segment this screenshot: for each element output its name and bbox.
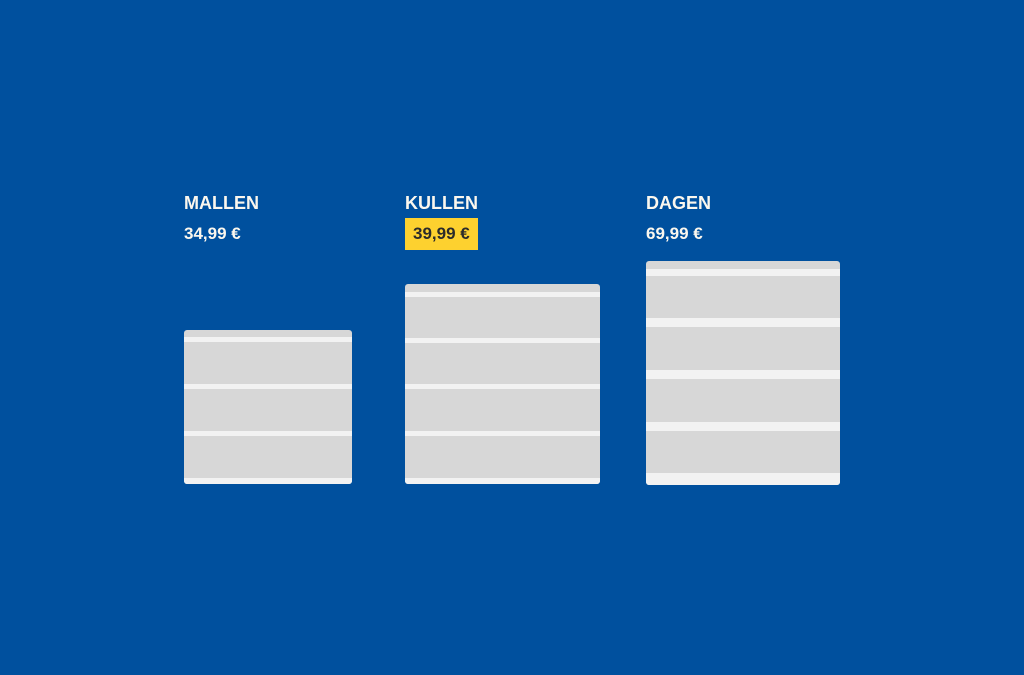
product-price: 69,99 € (646, 224, 703, 243)
dresser-illustration (646, 261, 840, 485)
product-name: KULLEN (405, 193, 478, 213)
product-price: 34,99 € (184, 224, 241, 243)
dresser-illustration (405, 284, 600, 484)
product-name: MALLEN (184, 193, 259, 213)
product-price-highlighted: 39,99 € (405, 218, 478, 250)
dresser-illustration (184, 330, 352, 484)
product-name: DAGEN (646, 193, 712, 213)
